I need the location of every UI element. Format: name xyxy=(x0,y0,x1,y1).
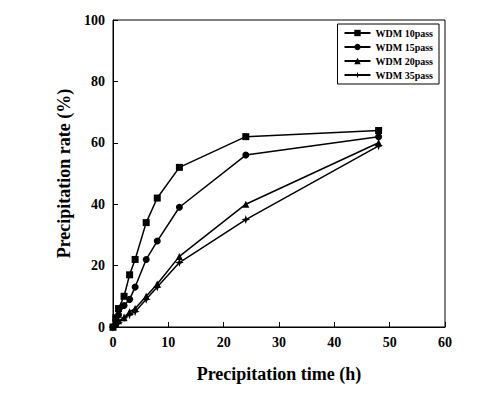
svg-text:WDM 10pass: WDM 10pass xyxy=(375,28,433,39)
svg-text:20: 20 xyxy=(217,335,231,350)
svg-text:0: 0 xyxy=(98,320,105,335)
svg-text:80: 80 xyxy=(91,74,105,89)
svg-text:50: 50 xyxy=(383,335,397,350)
svg-text:60: 60 xyxy=(438,335,452,350)
svg-text:WDM 15pass: WDM 15pass xyxy=(375,42,433,53)
svg-text:100: 100 xyxy=(84,13,105,28)
svg-text:20: 20 xyxy=(91,258,105,273)
svg-text:30: 30 xyxy=(272,335,286,350)
svg-text:Precipitation time (h): Precipitation time (h) xyxy=(197,364,362,385)
svg-text:40: 40 xyxy=(91,197,105,212)
svg-text:60: 60 xyxy=(91,135,105,150)
svg-text:WDM 35pass: WDM 35pass xyxy=(375,70,433,81)
svg-text:Precipitation rate (%): Precipitation rate (%) xyxy=(54,89,75,259)
svg-text:0: 0 xyxy=(110,335,117,350)
svg-text:40: 40 xyxy=(327,335,341,350)
svg-text:10: 10 xyxy=(161,335,175,350)
svg-text:WDM 20pass: WDM 20pass xyxy=(375,56,433,67)
